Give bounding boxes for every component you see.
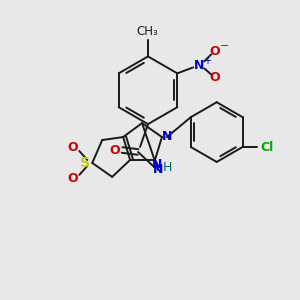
Text: N: N — [162, 130, 172, 142]
Text: O: O — [110, 143, 121, 157]
Text: N: N — [153, 164, 163, 176]
Text: O: O — [67, 172, 78, 185]
Text: H: H — [163, 161, 172, 174]
Text: +: + — [203, 56, 211, 66]
Text: CH₃: CH₃ — [136, 25, 158, 38]
Text: S: S — [80, 156, 90, 170]
Text: O: O — [67, 140, 78, 154]
Text: N: N — [194, 59, 204, 72]
Text: O: O — [210, 45, 220, 58]
Text: O: O — [210, 71, 220, 84]
Text: N: N — [152, 158, 162, 171]
Text: −: − — [219, 41, 229, 52]
Text: Cl: Cl — [261, 140, 274, 154]
